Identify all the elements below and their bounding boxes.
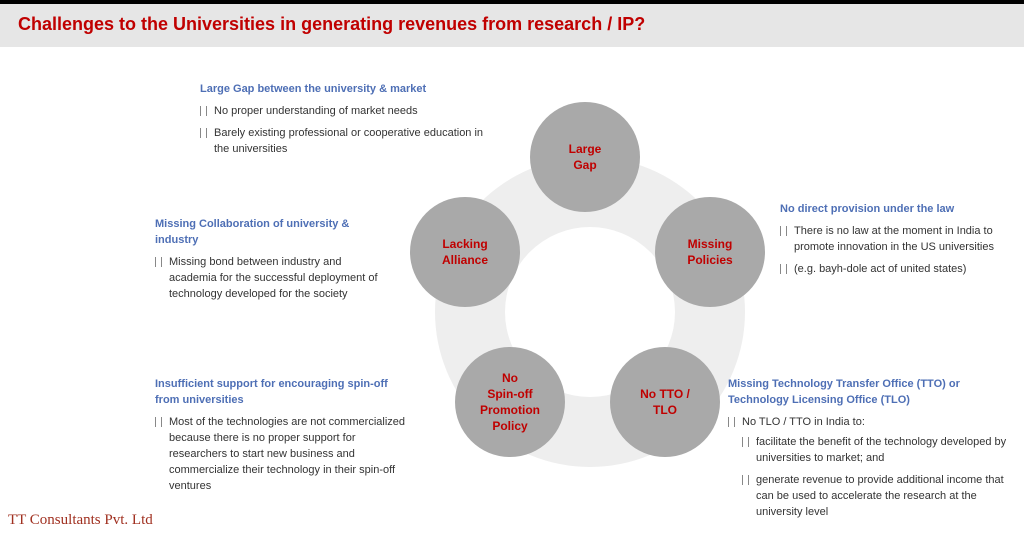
diagram-canvas: LargeGap MissingPolicies No TTO /TLO NoS… — [0, 47, 1024, 517]
annotation-large-gap: Large Gap between the university & marke… — [200, 82, 500, 164]
annotation-heading: Insufficient support for encouraging spi… — [155, 377, 415, 409]
list-item: (e.g. bayh-dole act of united states) — [780, 262, 1010, 278]
annotation-list: No proper understanding of market needs B… — [200, 104, 500, 158]
bubble-label: NoSpin-offPromotionPolicy — [474, 364, 546, 441]
annotation-tto: Missing Technology Transfer Office (TTO)… — [728, 377, 1008, 527]
list-item: generate revenue to provide additional i… — [742, 473, 1008, 521]
list-item: Barely existing professional or cooperat… — [200, 126, 500, 158]
footer-credit: TT Consultants Pvt. Ltd — [8, 512, 153, 529]
list-item: Missing bond between industry and academ… — [155, 255, 390, 303]
annotation-heading: No direct provision under the law — [780, 202, 1010, 218]
list-item-text: No TLO / TTO in India to: — [742, 416, 865, 428]
annotation-list: Most of the technologies are not commerc… — [155, 415, 415, 495]
bubble-label: MissingPolicies — [681, 230, 738, 274]
bubble-large-gap: LargeGap — [530, 102, 640, 212]
list-item: facilitate the benefit of the technology… — [742, 435, 1008, 467]
page-title: Challenges to the Universities in genera… — [18, 14, 1006, 35]
annotation-spinoff: Insufficient support for encouraging spi… — [155, 377, 415, 501]
annotation-list: Missing bond between industry and academ… — [155, 255, 390, 303]
annotation-heading: Missing Collaboration of university & in… — [155, 217, 390, 249]
list-item: There is no law at the moment in India t… — [780, 224, 1010, 256]
annotation-list: There is no law at the moment in India t… — [780, 224, 1010, 278]
bubble-label: LackingAlliance — [436, 230, 494, 274]
list-item: Most of the technologies are not commerc… — [155, 415, 415, 495]
annotation-missing-policies: No direct provision under the law There … — [780, 202, 1010, 284]
title-band: Challenges to the Universities in genera… — [0, 4, 1024, 47]
bubble-lacking-alliance: LackingAlliance — [410, 197, 520, 307]
bubble-no-spinoff: NoSpin-offPromotionPolicy — [455, 347, 565, 457]
annotation-list: No TLO / TTO in India to: facilitate the… — [728, 415, 1008, 521]
bubble-label: LargeGap — [563, 135, 608, 179]
bubble-label: No TTO /TLO — [634, 380, 696, 424]
list-item: No proper understanding of market needs — [200, 104, 500, 120]
annotation-alliance: Missing Collaboration of university & in… — [155, 217, 390, 309]
annotation-heading: Large Gap between the university & marke… — [200, 82, 500, 98]
bubble-no-tto: No TTO /TLO — [610, 347, 720, 457]
list-item: No TLO / TTO in India to: facilitate the… — [728, 415, 1008, 521]
bubble-missing-policies: MissingPolicies — [655, 197, 765, 307]
annotation-heading: Missing Technology Transfer Office (TTO)… — [728, 377, 1008, 409]
annotation-sublist: facilitate the benefit of the technology… — [742, 435, 1008, 521]
